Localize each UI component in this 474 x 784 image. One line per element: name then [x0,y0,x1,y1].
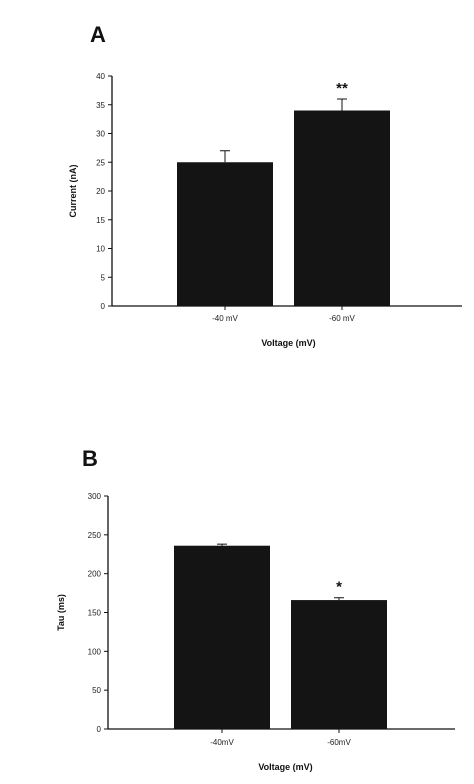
y-axis-ticks: 0 5 10 15 20 25 30 35 40 [96,72,112,311]
x-axis-title: Voltage (mV) [258,762,312,772]
y-tick-label: 25 [96,158,105,167]
y-tick-label: 200 [88,570,102,579]
significance-marker: ** [336,80,348,97]
x-axis-categories: -40 mV -60 mV [212,306,356,323]
significance-markers: * [336,579,342,596]
error-bars [220,98,347,163]
chart-panel-a: A 0 5 10 15 20 25 30 35 40 ** -40 mV -60 mV Curre… [68,22,462,348]
y-tick-label: 150 [88,609,102,618]
bar [294,110,390,306]
y-axis-title: Current (nA) [68,165,78,218]
bars [174,545,387,729]
y-tick-label: 20 [96,187,105,196]
y-tick-label: 250 [88,531,102,540]
x-category-label: -40 mV [212,314,238,323]
bars [177,110,390,306]
error-bars [217,543,344,601]
significance-markers: ** [336,80,348,97]
significance-marker: * [336,579,342,596]
y-axis-ticks: 0 50 100 150 200 250 300 [88,492,108,734]
x-category-label: -40mV [210,738,234,747]
bar [291,600,387,729]
x-category-label: -60 mV [329,314,355,323]
y-tick-label: 0 [101,302,106,311]
y-axis-title: Tau (ms) [56,594,66,631]
bar [174,545,270,729]
chart-panel-b: B 0 50 100 150 200 250 300 * -40mV -60mV Tau (m… [56,446,455,772]
y-tick-label: 30 [96,130,105,139]
y-tick-label: 0 [97,725,102,734]
panel-label: B [82,446,98,471]
y-tick-label: 300 [88,492,102,501]
y-tick-label: 5 [101,273,106,282]
x-axis-title: Voltage (mV) [261,338,315,348]
y-tick-label: 35 [96,101,105,110]
y-tick-label: 50 [92,686,101,695]
x-category-label: -60mV [327,738,351,747]
y-tick-label: 10 [96,245,105,254]
y-tick-label: 40 [96,72,105,81]
y-tick-label: 15 [96,216,105,225]
bar [177,162,273,306]
x-axis-categories: -40mV -60mV [210,729,351,747]
panel-label: A [90,22,106,47]
y-tick-label: 100 [88,647,102,656]
